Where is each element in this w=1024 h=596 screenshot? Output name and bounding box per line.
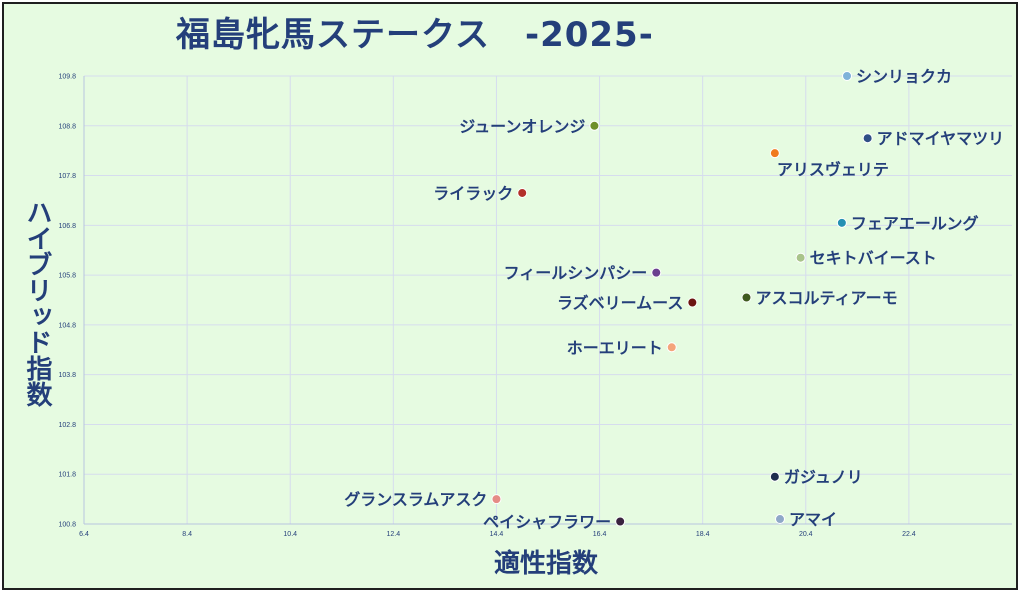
data-point [615, 516, 626, 527]
grid-lines [83, 75, 1012, 525]
data-point [769, 148, 780, 159]
data-point [666, 342, 677, 353]
y-tick-label: 100.8 [58, 522, 76, 529]
y-tick-label: 105.8 [58, 273, 76, 280]
data-point [836, 217, 847, 228]
data-point [862, 133, 873, 144]
data-point [795, 252, 806, 263]
y-tick-label: 108.8 [58, 123, 76, 130]
y-axis-label: ハイブリッド指数 [22, 199, 52, 407]
data-point-label: アスコルティアーモ [755, 289, 897, 308]
x-tick-labels: 6.4 8.4 10.4 12.4 14.4 16.4 18.4 20.4 22.4 [79, 531, 916, 538]
data-point [769, 471, 780, 482]
data-point-label: フィールシンパシー [504, 264, 648, 283]
data-point [651, 267, 662, 278]
x-tick-label: 10.4 [283, 531, 297, 538]
x-tick-label: 22.4 [902, 531, 916, 538]
y-tick-label: 101.8 [58, 472, 76, 479]
data-point-label: ホーエリート [567, 338, 663, 357]
data-point-label: ガジュノリ [784, 468, 863, 487]
data-point-label: グランスラムアスク [344, 490, 487, 509]
data-point-label: アマイ [789, 510, 837, 529]
y-tick-labels: 109.8 108.8 107.8 106.8 105.8 104.8 103.8 102.8… [58, 74, 76, 529]
x-tick-label: 8.4 [182, 531, 192, 538]
data-point [491, 494, 502, 505]
y-tick-label: 103.8 [58, 372, 76, 379]
data-point [775, 514, 785, 525]
y-tick-label: 104.8 [58, 322, 76, 329]
data-point-label: ラズベリームース [557, 293, 683, 312]
data-point-label: フェアエールング [851, 214, 979, 233]
data-point-label: ジューンオレンジ [459, 117, 585, 136]
data-point-label: ライラック [433, 184, 513, 203]
y-tick-label: 102.8 [58, 422, 76, 429]
data-point-label: アドマイヤマツリ [877, 129, 1005, 148]
chart-frame [2, 2, 1018, 590]
data-point-label: シンリョクカ [856, 67, 952, 86]
data-point [517, 187, 528, 198]
y-tick-label: 109.8 [58, 74, 76, 81]
x-tick-label: 18.4 [696, 531, 710, 538]
x-tick-label: 6.4 [79, 531, 89, 538]
y-tick-label: 107.8 [58, 173, 76, 180]
x-tick-label: 12.4 [387, 531, 401, 538]
x-tick-label: 20.4 [799, 531, 813, 538]
y-tick-label: 106.8 [58, 223, 76, 230]
data-point-label: セキトバイースト [810, 249, 937, 268]
data-point [589, 120, 600, 131]
x-tick-label: 16.4 [593, 531, 607, 538]
x-tick-label: 14.4 [490, 531, 504, 538]
x-axis-label: 適性指数 [493, 549, 598, 579]
data-point [741, 292, 752, 303]
chart-title: 福島牝馬ステークス -2025- [176, 15, 654, 55]
data-point-label: ペイシャフラワー [483, 513, 611, 532]
data-point [687, 297, 698, 308]
data-point [842, 71, 853, 81]
data-point-label: アリスヴェリテ [777, 160, 889, 179]
data-points: シンリョクカジューンオレンジアドマイヤマツリアリスヴェリテライラックフェアエール… [344, 67, 1004, 532]
